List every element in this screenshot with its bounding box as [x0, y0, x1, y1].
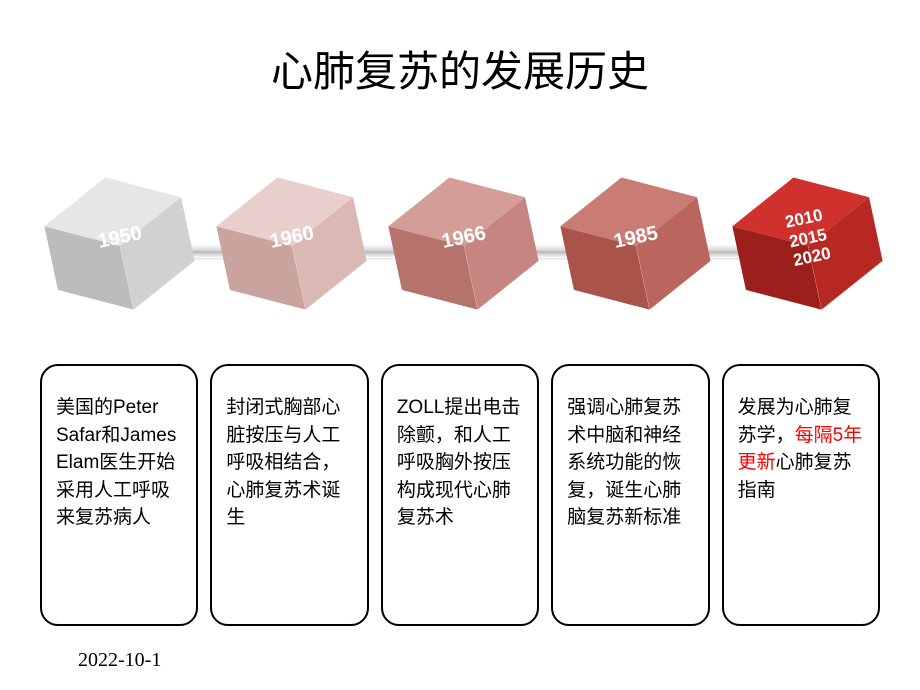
cube-1985: 1985: [566, 176, 706, 316]
page-title: 心肺复苏的发展历史: [0, 38, 920, 99]
box-2010: 发展为心肺复苏学，每隔5年更新心肺复苏指南: [722, 364, 880, 626]
box-1985: 强调心肺复苏术中脑和神经系统功能的恢复，诞生心肺脑复苏新标准: [551, 364, 709, 626]
timeline-cubes: 1950 1960 1966: [40, 176, 880, 346]
box-1966: ZOLL提出电击除颤，和人工呼吸胸外按压构成现代心肺复苏术: [381, 364, 539, 626]
box-1950: 美国的Peter Safar和James Elam医生开始采用人工呼吸来复苏病人: [40, 364, 198, 626]
box-text: ZOLL提出电击除颤，和人工呼吸胸外按压构成现代心肺复苏术: [397, 397, 521, 528]
box-1960: 封闭式胸部心脏按压与人工呼吸相结合，心肺复苏术诞生: [210, 364, 368, 626]
box-text: 强调心肺复苏术中脑和神经系统功能的恢复，诞生心肺脑复苏新标准: [567, 397, 681, 528]
cube-1966: 1966: [394, 176, 534, 316]
cube-2010-2015-2020: 2010 2015 2020: [738, 176, 878, 316]
cube-1960: 1960: [222, 176, 362, 316]
cube-1950: 1950: [50, 176, 190, 316]
slide: 心肺复苏的发展历史 1950 1960: [0, 0, 920, 690]
box-text: 美国的Peter Safar和James Elam医生开始采用人工呼吸来复苏病人: [56, 397, 176, 528]
description-boxes: 美国的Peter Safar和James Elam医生开始采用人工呼吸来复苏病人…: [40, 364, 880, 626]
box-text: 封闭式胸部心脏按压与人工呼吸相结合，心肺复苏术诞生: [226, 397, 340, 528]
slide-date: 2022-10-1: [78, 649, 161, 672]
